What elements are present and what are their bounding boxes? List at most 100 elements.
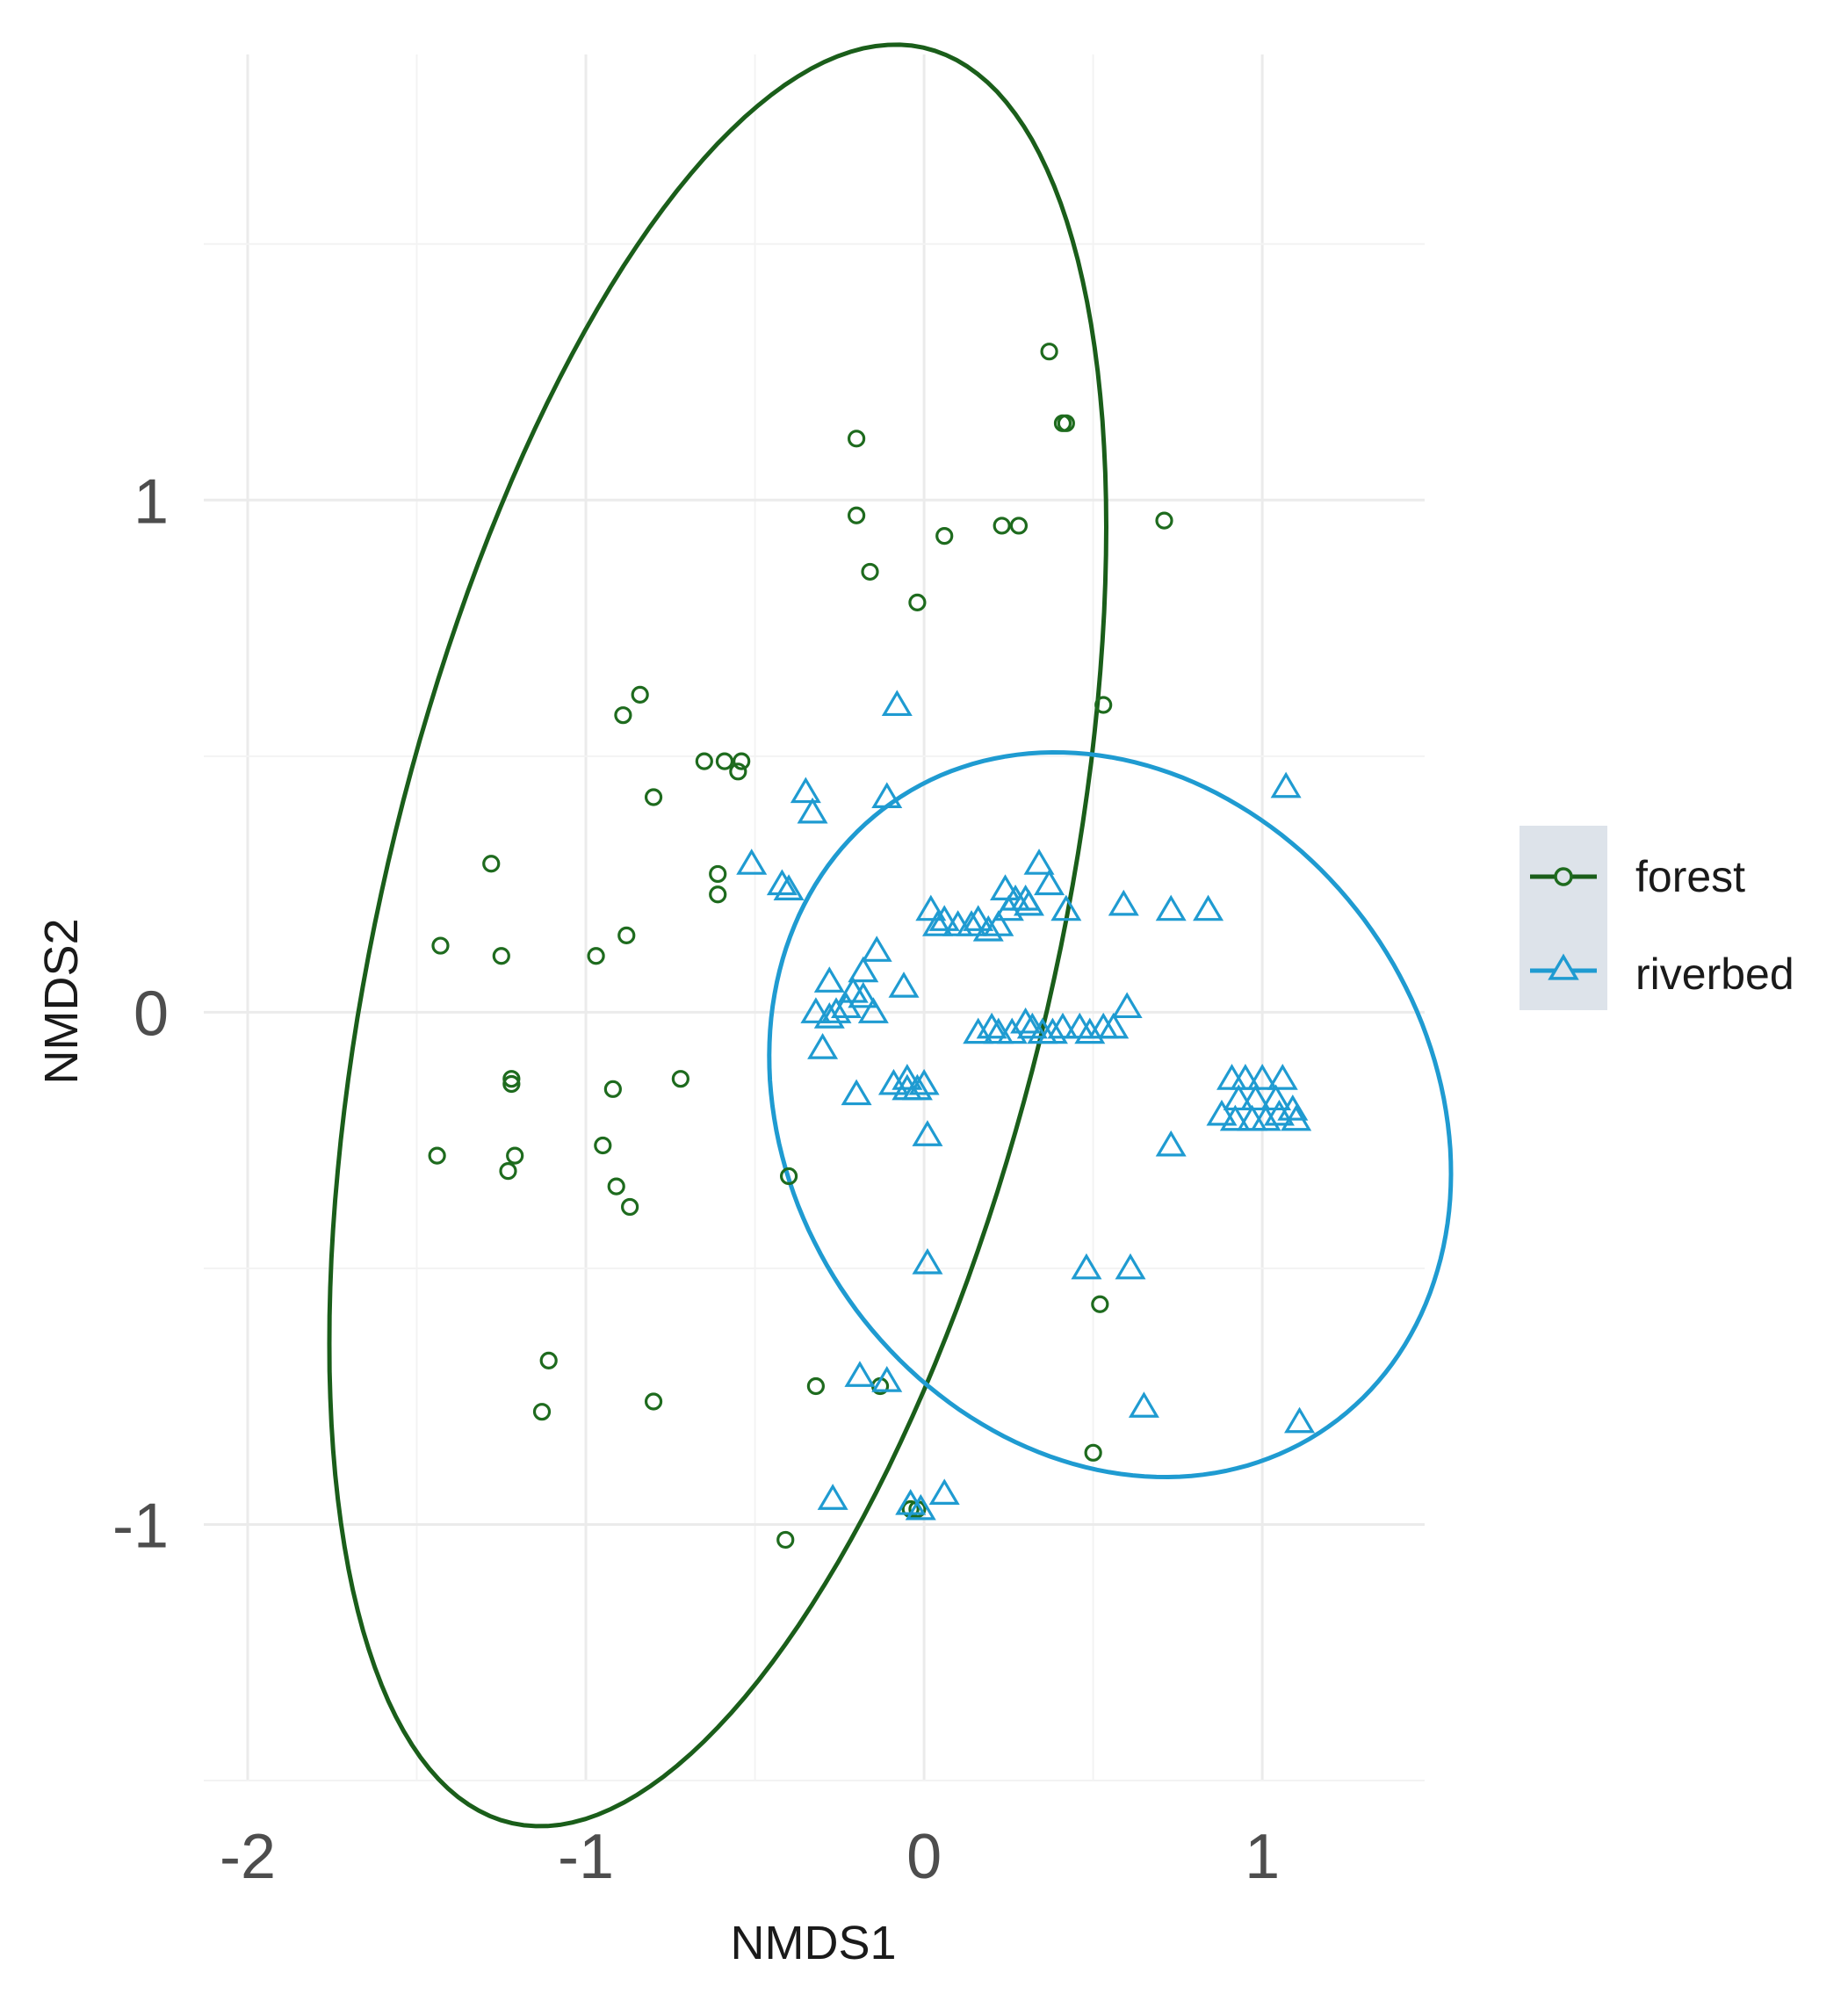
point-riverbed	[1071, 1253, 1102, 1280]
point-riverbed	[881, 690, 913, 717]
point-forest	[715, 752, 734, 770]
point-riverbed	[861, 936, 892, 962]
point-forest	[631, 685, 649, 704]
point-forest	[502, 1074, 521, 1094]
point-riverbed	[1267, 1064, 1298, 1090]
point-riverbed	[841, 1079, 872, 1106]
legend-key-forest	[1530, 867, 1597, 886]
point-riverbed	[820, 997, 852, 1023]
point-forest	[594, 1136, 612, 1155]
legend-key-background	[1520, 826, 1607, 1010]
point-riverbed	[901, 1073, 933, 1101]
point-riverbed	[1036, 1017, 1068, 1044]
point-forest	[617, 926, 636, 945]
point-riverbed	[912, 1120, 943, 1146]
point-riverbed	[1284, 1406, 1316, 1434]
point-riverbed	[773, 874, 805, 900]
ellipse-forest	[327, 42, 1109, 1829]
point-riverbed	[905, 1493, 936, 1521]
point-forest	[733, 752, 751, 770]
point-riverbed	[1098, 1012, 1130, 1039]
point-riverbed	[908, 1068, 940, 1095]
y-tick-label: -1	[112, 1491, 169, 1561]
legend-label-forest: forest	[1635, 852, 1745, 901]
point-forest	[492, 947, 510, 965]
point-forest	[908, 593, 927, 612]
point-riverbed	[1010, 1007, 1042, 1034]
legend-marker-riverbed	[1548, 953, 1579, 980]
point-riverbed	[1155, 1130, 1187, 1157]
point-riverbed	[1074, 1017, 1106, 1044]
legend-key-riverbed	[1530, 953, 1597, 980]
point-riverbed	[976, 1012, 1007, 1039]
point-forest	[539, 1351, 558, 1369]
point-forest	[621, 1197, 639, 1217]
point-forest	[499, 1162, 517, 1181]
point-riverbed	[892, 1064, 923, 1090]
point-riverbed	[1270, 771, 1302, 798]
grid	[204, 54, 1425, 1781]
point-riverbed	[1047, 1012, 1079, 1039]
point-riverbed	[1219, 1104, 1251, 1131]
point-forest	[1094, 696, 1113, 714]
point-riverbed	[963, 1017, 994, 1044]
point-riverbed	[800, 997, 832, 1023]
point-riverbed	[1239, 1084, 1271, 1111]
point-riverbed	[983, 910, 1014, 936]
point-riverbed	[922, 910, 954, 936]
point-riverbed	[888, 972, 920, 998]
point-riverbed	[766, 869, 798, 896]
point-riverbed	[790, 777, 821, 804]
plot-panel	[204, 42, 1454, 1829]
point-riverbed	[797, 797, 828, 824]
point-riverbed	[807, 1033, 839, 1059]
point-riverbed	[1010, 884, 1042, 911]
confidence-ellipses	[327, 42, 1454, 1829]
point-riverbed	[848, 981, 879, 1008]
point-forest	[779, 1167, 798, 1186]
point-forest	[993, 517, 1011, 535]
point-forest	[428, 1146, 446, 1165]
point-forest	[1091, 1295, 1109, 1313]
point-forest	[695, 752, 713, 770]
point-riverbed	[1263, 1099, 1295, 1126]
x-tick-label: -2	[220, 1822, 276, 1892]
legend: forest riverbed	[1520, 826, 1794, 1010]
point-forest	[861, 562, 879, 582]
point-forest	[1084, 1443, 1102, 1462]
point-riverbed	[813, 966, 845, 993]
point-riverbed	[813, 1002, 845, 1029]
point-forest	[502, 1070, 521, 1088]
point-forest	[806, 1376, 825, 1396]
point-forest	[644, 1392, 663, 1411]
point-riverbed	[1034, 869, 1065, 896]
point-forest	[709, 885, 727, 904]
point-riverbed	[1111, 992, 1143, 1019]
point-forest	[482, 855, 501, 873]
point-riverbed	[1246, 1064, 1278, 1090]
x-tick-label: 1	[1245, 1822, 1280, 1892]
x-tick-label: 0	[906, 1822, 942, 1892]
point-forest	[729, 762, 747, 781]
point-riverbed	[1230, 1064, 1261, 1090]
point-forest	[671, 1070, 689, 1088]
point-riverbed	[871, 782, 903, 808]
point-riverbed	[912, 1247, 943, 1275]
point-forest	[1040, 343, 1058, 361]
point-riverbed	[963, 905, 994, 931]
point-forest	[644, 788, 663, 806]
point-riverbed	[857, 997, 889, 1023]
point-forest	[1057, 414, 1075, 432]
point-riverbed	[848, 956, 879, 983]
point-riverbed	[1108, 889, 1139, 916]
y-tick-label: 1	[134, 466, 169, 537]
point-riverbed	[1193, 894, 1224, 921]
point-riverbed	[1128, 1391, 1159, 1418]
point-riverbed	[928, 1478, 960, 1505]
y-axis-title: NMDS2	[35, 918, 88, 1084]
y-tick-label: 0	[134, 979, 169, 1049]
point-forest	[1009, 517, 1029, 535]
point-forest	[848, 430, 866, 448]
point-riverbed	[736, 849, 768, 875]
